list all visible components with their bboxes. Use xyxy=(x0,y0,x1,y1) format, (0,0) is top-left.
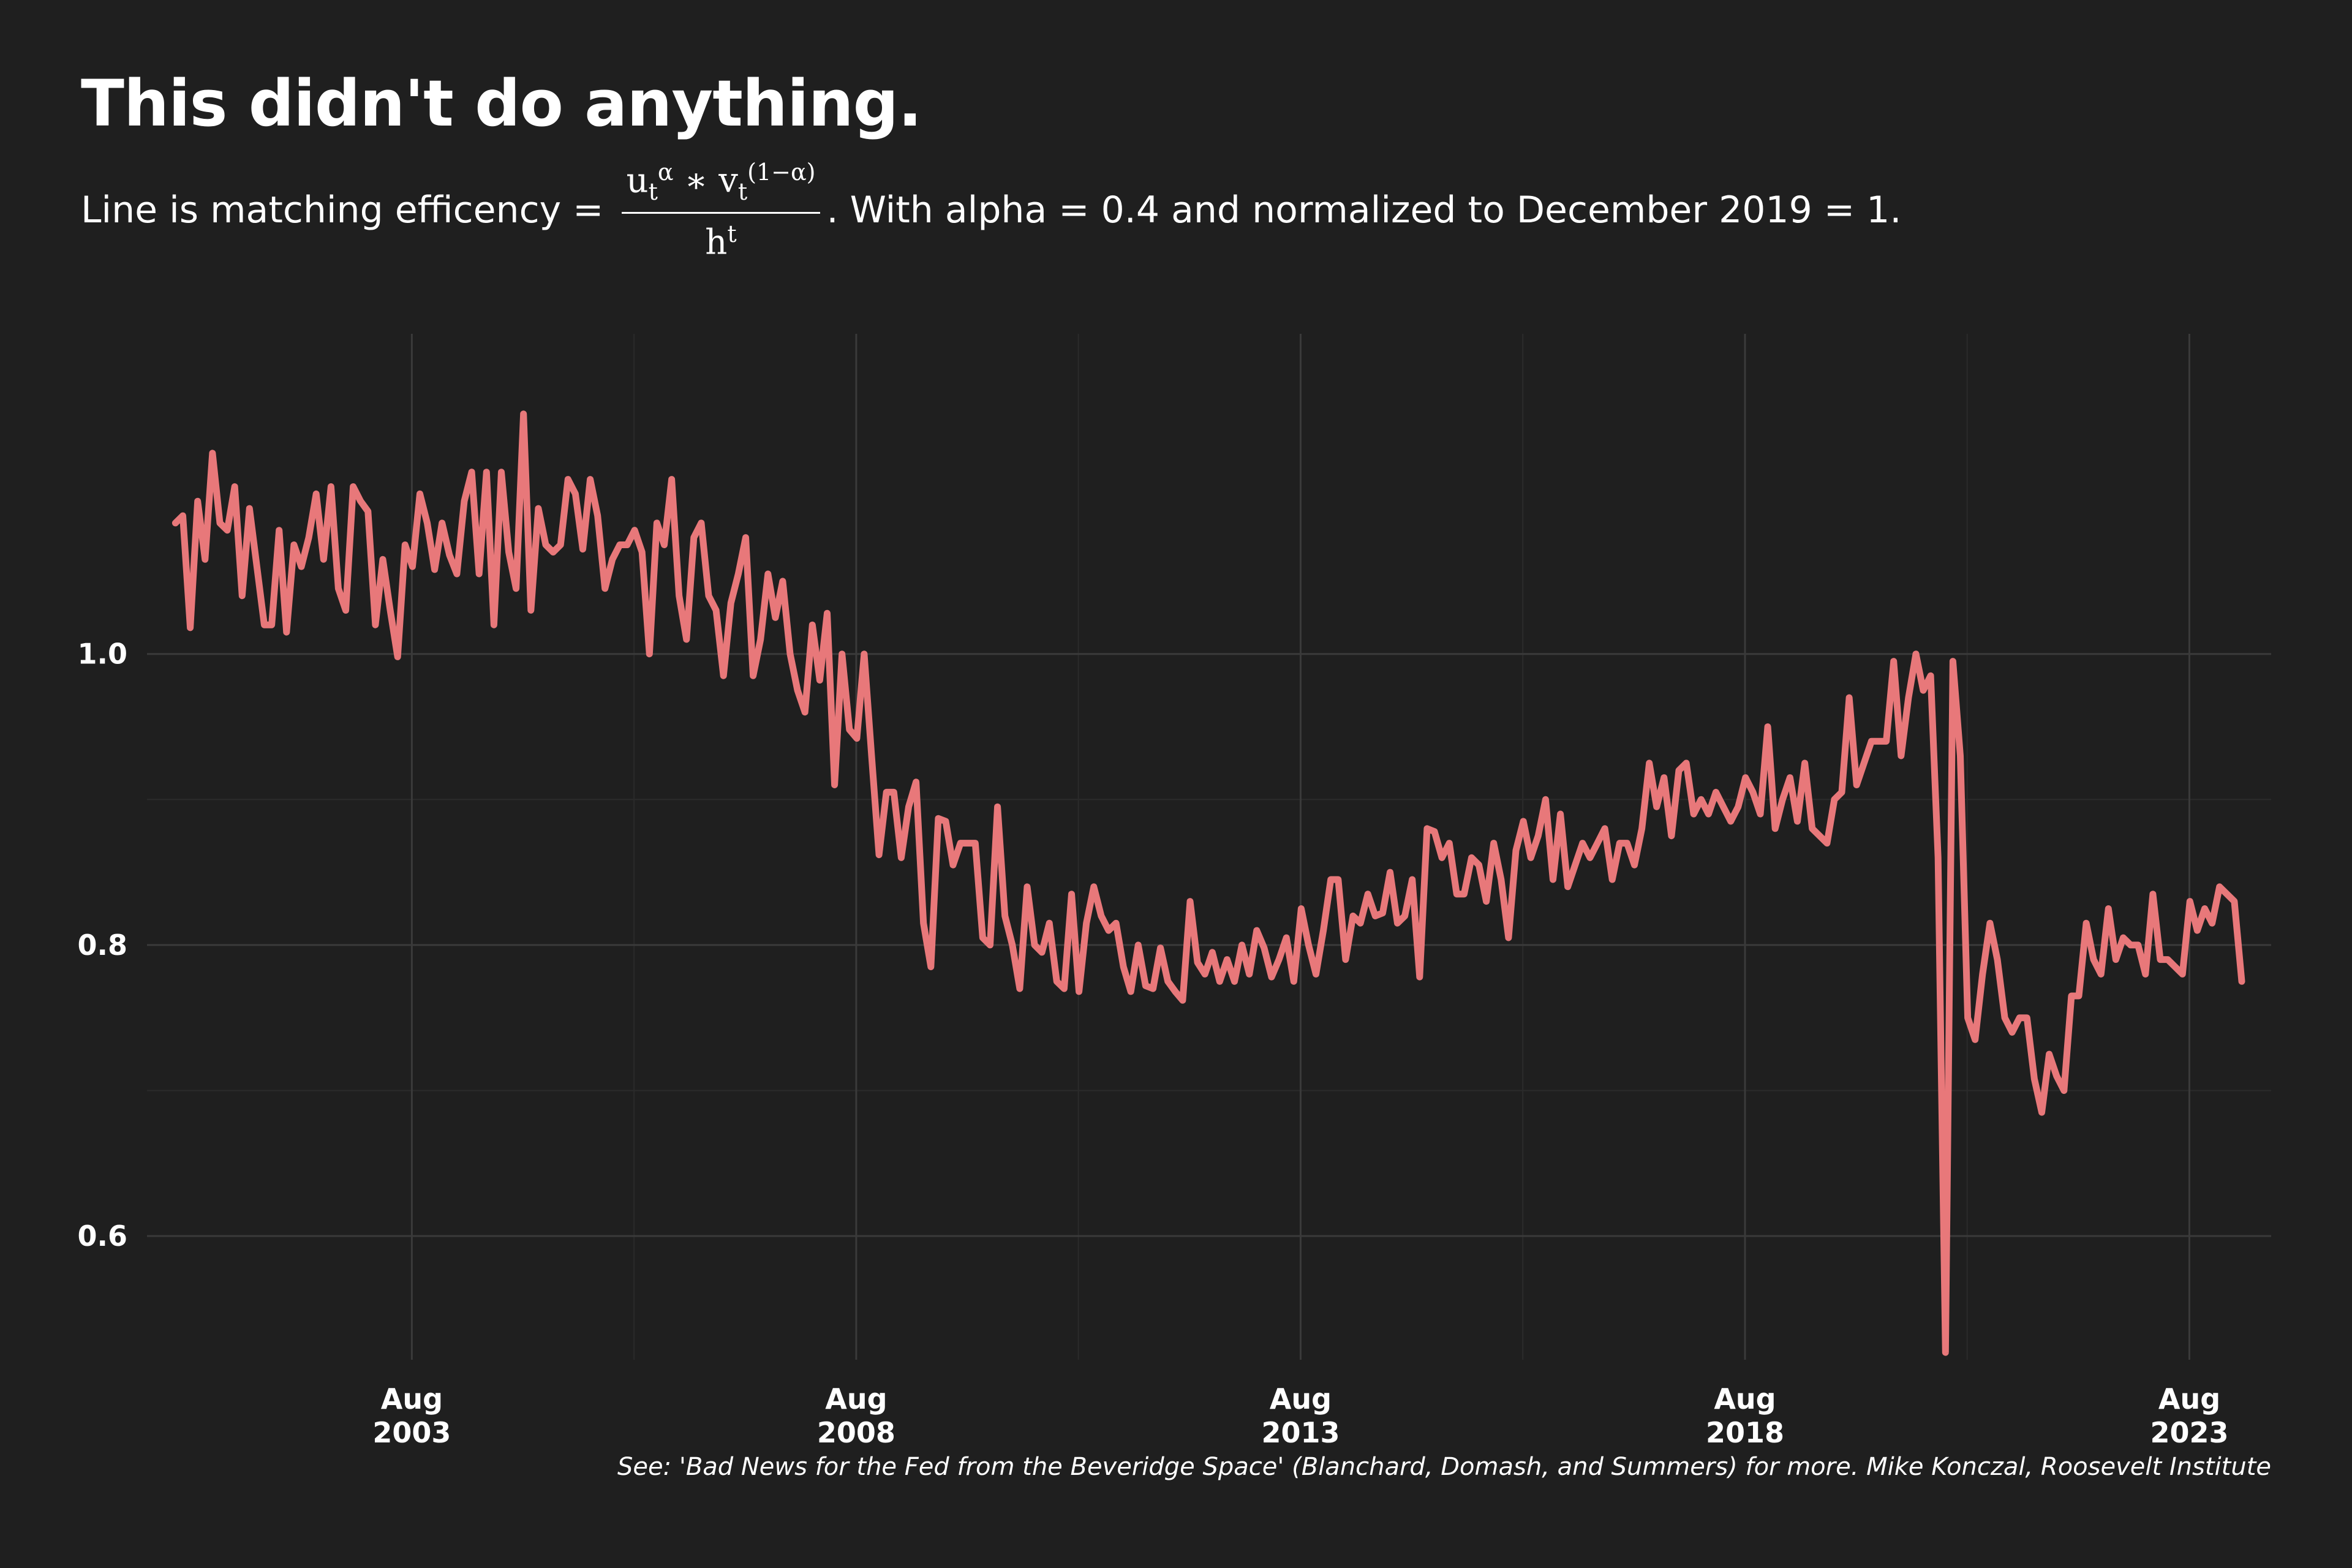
source-caption: See: 'Bad News for the Fed from the Beve… xyxy=(617,1453,2271,1481)
x-tick-year: 2008 xyxy=(817,1416,895,1449)
y-tick-label: 0.8 xyxy=(78,929,128,962)
y-tick-label: 1.0 xyxy=(78,638,128,671)
x-tick-year: 2023 xyxy=(2150,1416,2228,1449)
y-axis: 0.6 0.8 1.0 xyxy=(78,638,128,1253)
formula-denominator: ht xyxy=(705,214,736,260)
x-tick-year: 2018 xyxy=(1706,1416,1784,1449)
formula-u-sub: t xyxy=(648,178,658,205)
formula-h-sup: t xyxy=(727,220,737,247)
formula-times: ∗ xyxy=(673,160,719,201)
grid-minor xyxy=(147,334,2271,1360)
formula-v-sup: (1−α) xyxy=(747,159,816,186)
chart-title: This didn't do anything. xyxy=(81,66,922,141)
formula-v: v xyxy=(718,160,738,201)
chart-subtitle: Line is matching efficency = utα ∗ vt(1−… xyxy=(81,160,1901,260)
series-layer xyxy=(172,410,2245,1356)
formula-numerator: utα ∗ vt(1−α) xyxy=(621,159,821,214)
x-tick-month: Aug xyxy=(825,1382,887,1415)
series-line-matching-efficiency xyxy=(172,410,2245,1356)
subtitle-suffix: . With alpha = 0.4 and normalized to Dec… xyxy=(826,189,1902,232)
x-tick-month: Aug xyxy=(1714,1382,1776,1415)
x-tick-month: Aug xyxy=(2158,1382,2220,1415)
x-tick-month: Aug xyxy=(381,1382,443,1415)
formula-u: u xyxy=(626,160,649,201)
formula-u-sup: α xyxy=(657,159,674,186)
x-tick-month: Aug xyxy=(1270,1382,1332,1415)
subtitle-prefix: Line is matching efficency = xyxy=(81,189,616,232)
x-tick-year: 2013 xyxy=(1261,1416,1340,1449)
formula-v-sub: t xyxy=(737,178,748,205)
x-tick-year: 2003 xyxy=(372,1416,451,1449)
matching-efficiency-formula: utα ∗ vt(1−α) ht xyxy=(621,159,821,260)
grid-major xyxy=(147,334,2271,1360)
y-tick-label: 0.6 xyxy=(78,1219,128,1253)
formula-h: h xyxy=(705,222,728,263)
